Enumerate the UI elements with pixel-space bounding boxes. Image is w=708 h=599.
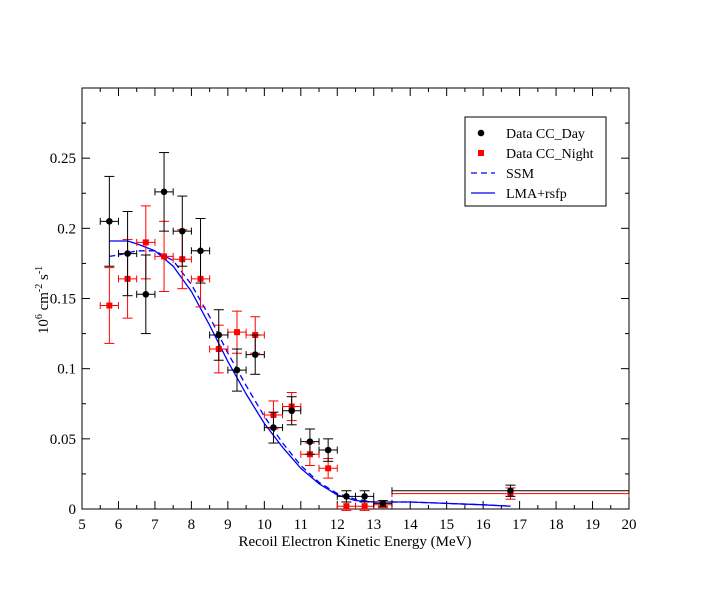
legend-label: SSM: [506, 167, 535, 182]
y-axis-label: 106 cm-2 s-1: [34, 266, 52, 334]
data-point: [215, 331, 223, 339]
axes: 5 6 7 8 9 10 11 12 13 14 15 16 17 18 19 20 0 0.05 0.1 0.15 0…: [50, 88, 637, 533]
data-point: [343, 493, 350, 500]
legend-marker: [477, 129, 485, 137]
x-tick-label: 8: [188, 517, 196, 533]
data-point: [106, 218, 113, 225]
x-tick-label: 11: [294, 517, 308, 533]
series-line-lma-rsfp: [109, 240, 511, 507]
y-tick-label: 0.05: [50, 432, 76, 448]
data-point: [251, 351, 259, 358]
series-line-ssm: [109, 250, 511, 507]
x-tick-label: 14: [403, 517, 419, 533]
data-point: [324, 446, 332, 454]
series-data-cc-day: [99, 152, 630, 507]
data-point: [361, 503, 368, 510]
data-point: [160, 188, 168, 196]
data-point: [288, 407, 295, 415]
data-point: [343, 503, 350, 510]
data-point: [270, 424, 277, 431]
x-axis-label: Recoil Electron Kinetic Energy (MeV): [239, 534, 472, 550]
data-point: [161, 253, 168, 260]
series-data-cc-night: [99, 205, 630, 511]
data-point: [178, 227, 186, 235]
x-tick-label: 10: [257, 517, 272, 533]
y-tick-label: 0.15: [50, 292, 76, 308]
data-point: [142, 239, 149, 246]
x-tick-label: 13: [366, 517, 381, 533]
data-point: [197, 247, 204, 255]
x-tick-label: 18: [549, 517, 564, 533]
legend-marker: [478, 150, 484, 156]
data-point: [507, 487, 514, 495]
y-tick-label: 0.2: [57, 221, 76, 237]
x-tick-label: 20: [622, 517, 637, 533]
x-tick-label: 19: [585, 517, 600, 533]
x-tick-label: 9: [224, 517, 232, 533]
data-point: [233, 366, 241, 374]
data-point: [124, 250, 131, 257]
series-layer: [99, 152, 630, 511]
y-tick-label: 0.1: [57, 362, 76, 378]
x-tick-label: 6: [115, 517, 123, 533]
data-point: [325, 465, 332, 472]
legend-box: [464, 116, 607, 207]
x-tick-label: 16: [476, 517, 492, 533]
legend-label: Data CC_Night: [506, 147, 594, 162]
x-tick-label: 7: [151, 517, 159, 533]
y-tick-label: 0.25: [50, 151, 76, 167]
legend-label: LMA+rsfp: [506, 187, 567, 202]
data-point: [361, 493, 368, 500]
x-tick-label: 12: [330, 517, 345, 533]
data-point: [306, 438, 314, 445]
data-point: [233, 329, 240, 336]
data-point: [142, 290, 150, 298]
legend-label: Data CC_Day: [506, 127, 585, 142]
y-tick-label: 0: [69, 502, 77, 518]
legend: Data CC_Day Data CC_Night SSM LMA+rsfp: [464, 116, 607, 207]
x-tick-label: 15: [439, 517, 454, 533]
x-tick-label: 5: [78, 517, 86, 533]
x-tick-label: 17: [512, 517, 528, 533]
data-point: [379, 500, 387, 507]
data-point: [106, 302, 113, 309]
